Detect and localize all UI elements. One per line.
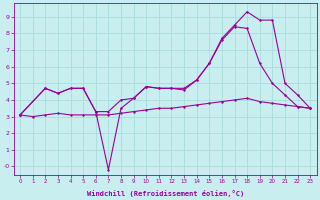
X-axis label: Windchill (Refroidissement éolien,°C): Windchill (Refroidissement éolien,°C): [86, 190, 244, 197]
